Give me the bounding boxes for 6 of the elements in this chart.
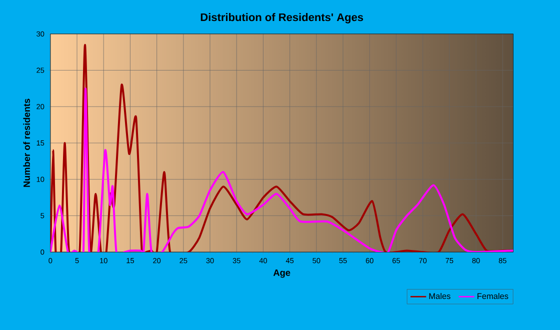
chart-title: Distribution of Residents' Ages	[200, 13, 364, 24]
line-series	[50, 87, 514, 252]
y-axis-title: Number of residents	[23, 98, 30, 187]
x-axis-title: Age	[273, 270, 290, 278]
legend-label: Females	[478, 292, 508, 300]
legend-label: Males	[429, 292, 450, 300]
